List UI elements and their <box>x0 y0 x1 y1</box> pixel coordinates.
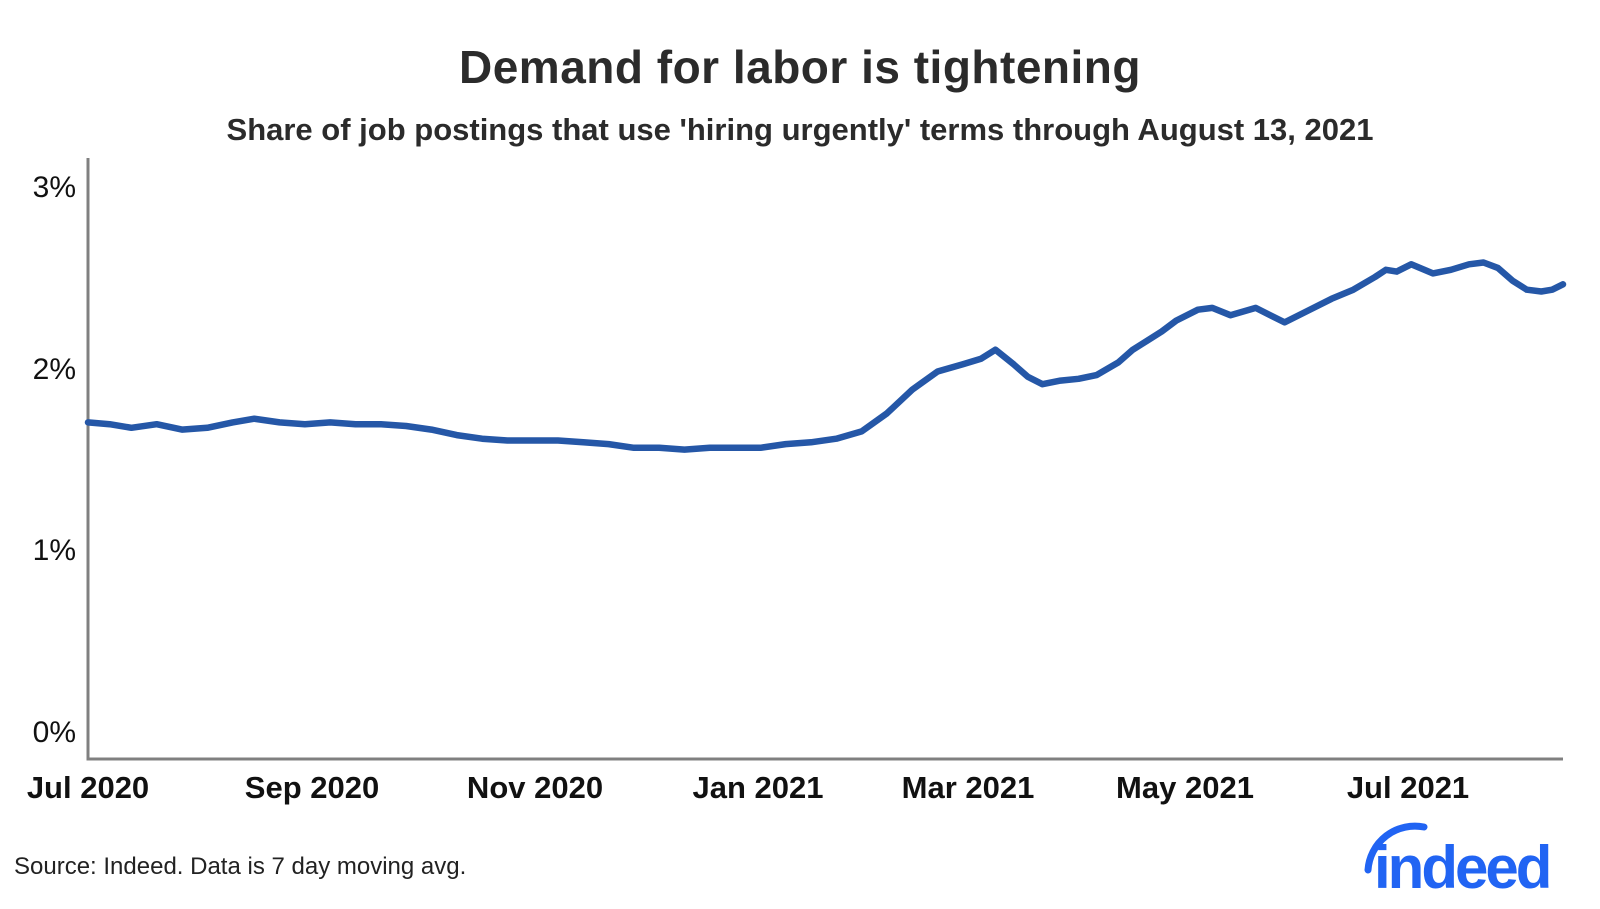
x-tick-label-jul-2021: Jul 2021 <box>1346 770 1470 805</box>
source-note: Source: Indeed. Data is 7 day moving avg… <box>14 853 467 880</box>
x-tick-label-may-2021: May 2021 <box>1116 770 1254 805</box>
indeed-logo-swoosh-icon <box>1364 822 1428 874</box>
y-tick-label-3pct: 3% <box>32 171 76 204</box>
x-tick-label-sep-2020: Sep 2020 <box>244 770 380 805</box>
y-tick-label-0pct: 0% <box>32 716 76 749</box>
x-tick-label-jul-2020: Jul 2020 <box>26 770 150 805</box>
indeed-logo: indeed <box>1364 822 1552 900</box>
x-tick-label-nov-2020: Nov 2020 <box>466 770 604 805</box>
chart-subtitle: Share of job postings that use 'hiring u… <box>226 112 1374 147</box>
x-tick-label-mar-2021: Mar 2021 <box>901 770 1035 805</box>
y-tick-label-2pct: 2% <box>32 353 76 386</box>
x-tick-label-jan-2021: Jan 2021 <box>692 770 824 805</box>
y-tick-label-1pct: 1% <box>32 534 76 567</box>
data-line <box>84 259 1567 453</box>
indeed-logo-text: indeed <box>1374 834 1549 900</box>
chart-title: Demand for labor is tightening <box>458 41 1142 93</box>
